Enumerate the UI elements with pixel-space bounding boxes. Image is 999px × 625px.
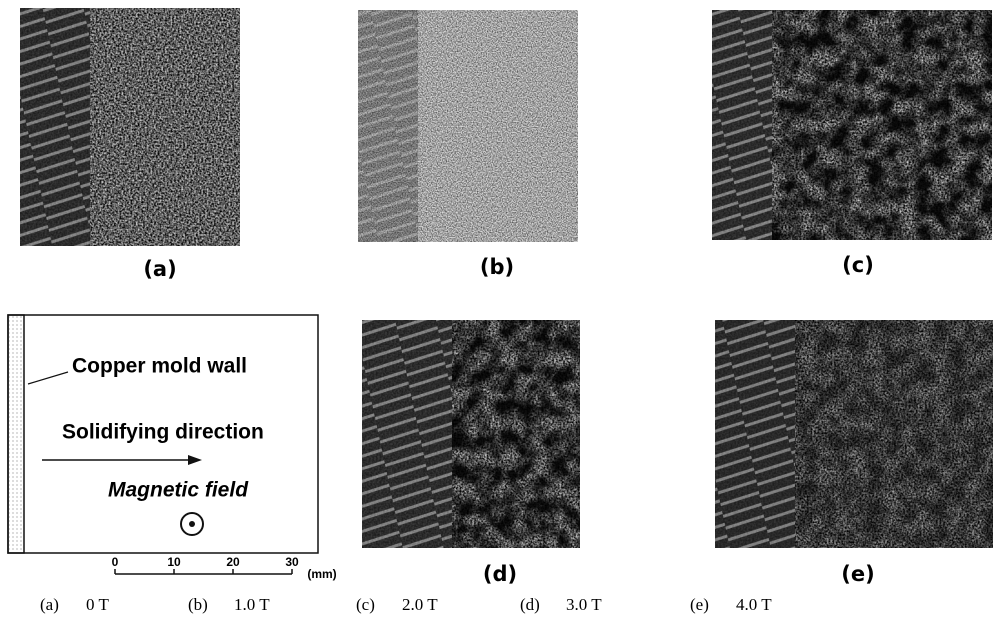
scale-tick-label: 0 — [112, 555, 119, 569]
scale-tick-label: 10 — [167, 555, 181, 569]
caption-label: (b) — [188, 595, 208, 614]
caption-field: 1.0 T — [234, 595, 270, 614]
mold-wall-label: Copper mold wall — [72, 355, 247, 378]
micrograph — [712, 10, 992, 240]
scale-tick-label: 30 — [285, 555, 299, 569]
legend-box: Copper mold wall Solidifying direction M… — [8, 315, 318, 553]
mold-wall — [8, 315, 24, 553]
columnar-zone — [362, 320, 452, 548]
columnar-zone — [20, 8, 90, 246]
panel-label: (b) — [480, 255, 514, 279]
micrograph — [362, 320, 580, 548]
caption-field: 3.0 T — [566, 595, 602, 614]
panel-label: (c) — [842, 253, 874, 277]
columnar-zone — [715, 320, 795, 548]
caption-label: (a) — [40, 595, 59, 614]
captions: (a) 0 T (b) 1.0 T (c) 2.0 T (d) 3.0 T (e) 4.0 T — [40, 595, 772, 614]
micrograph — [715, 320, 993, 548]
panel-label: (a) — [143, 257, 176, 281]
micrograph — [358, 10, 578, 242]
caption-field: 4.0 T — [736, 595, 772, 614]
panel-label: (d) — [483, 562, 517, 586]
field-label: Magnetic field — [108, 479, 249, 502]
direction-label: Solidifying direction — [62, 421, 264, 444]
caption-label: (d) — [520, 595, 540, 614]
columnar-zone — [712, 10, 772, 240]
micrograph — [20, 8, 240, 246]
caption-label: (c) — [356, 595, 375, 614]
figure: Copper mold wall Solidifying direction M… — [0, 0, 999, 625]
coarse-grain-texture — [795, 320, 993, 548]
caption-label: (e) — [690, 595, 709, 614]
panel-label: (e) — [841, 562, 874, 586]
caption-field: 2.0 T — [402, 595, 438, 614]
columnar-zone — [358, 10, 418, 242]
scale-tick-label: 20 — [226, 555, 240, 569]
caption-field: 0 T — [86, 595, 109, 614]
scale-bar: (mm) 0 10 20 30 — [112, 555, 337, 581]
field-dot — [189, 521, 195, 527]
scale-unit: (mm) — [307, 567, 336, 581]
coarse-grain-texture — [452, 320, 580, 548]
coarse-grain-texture — [772, 10, 992, 240]
